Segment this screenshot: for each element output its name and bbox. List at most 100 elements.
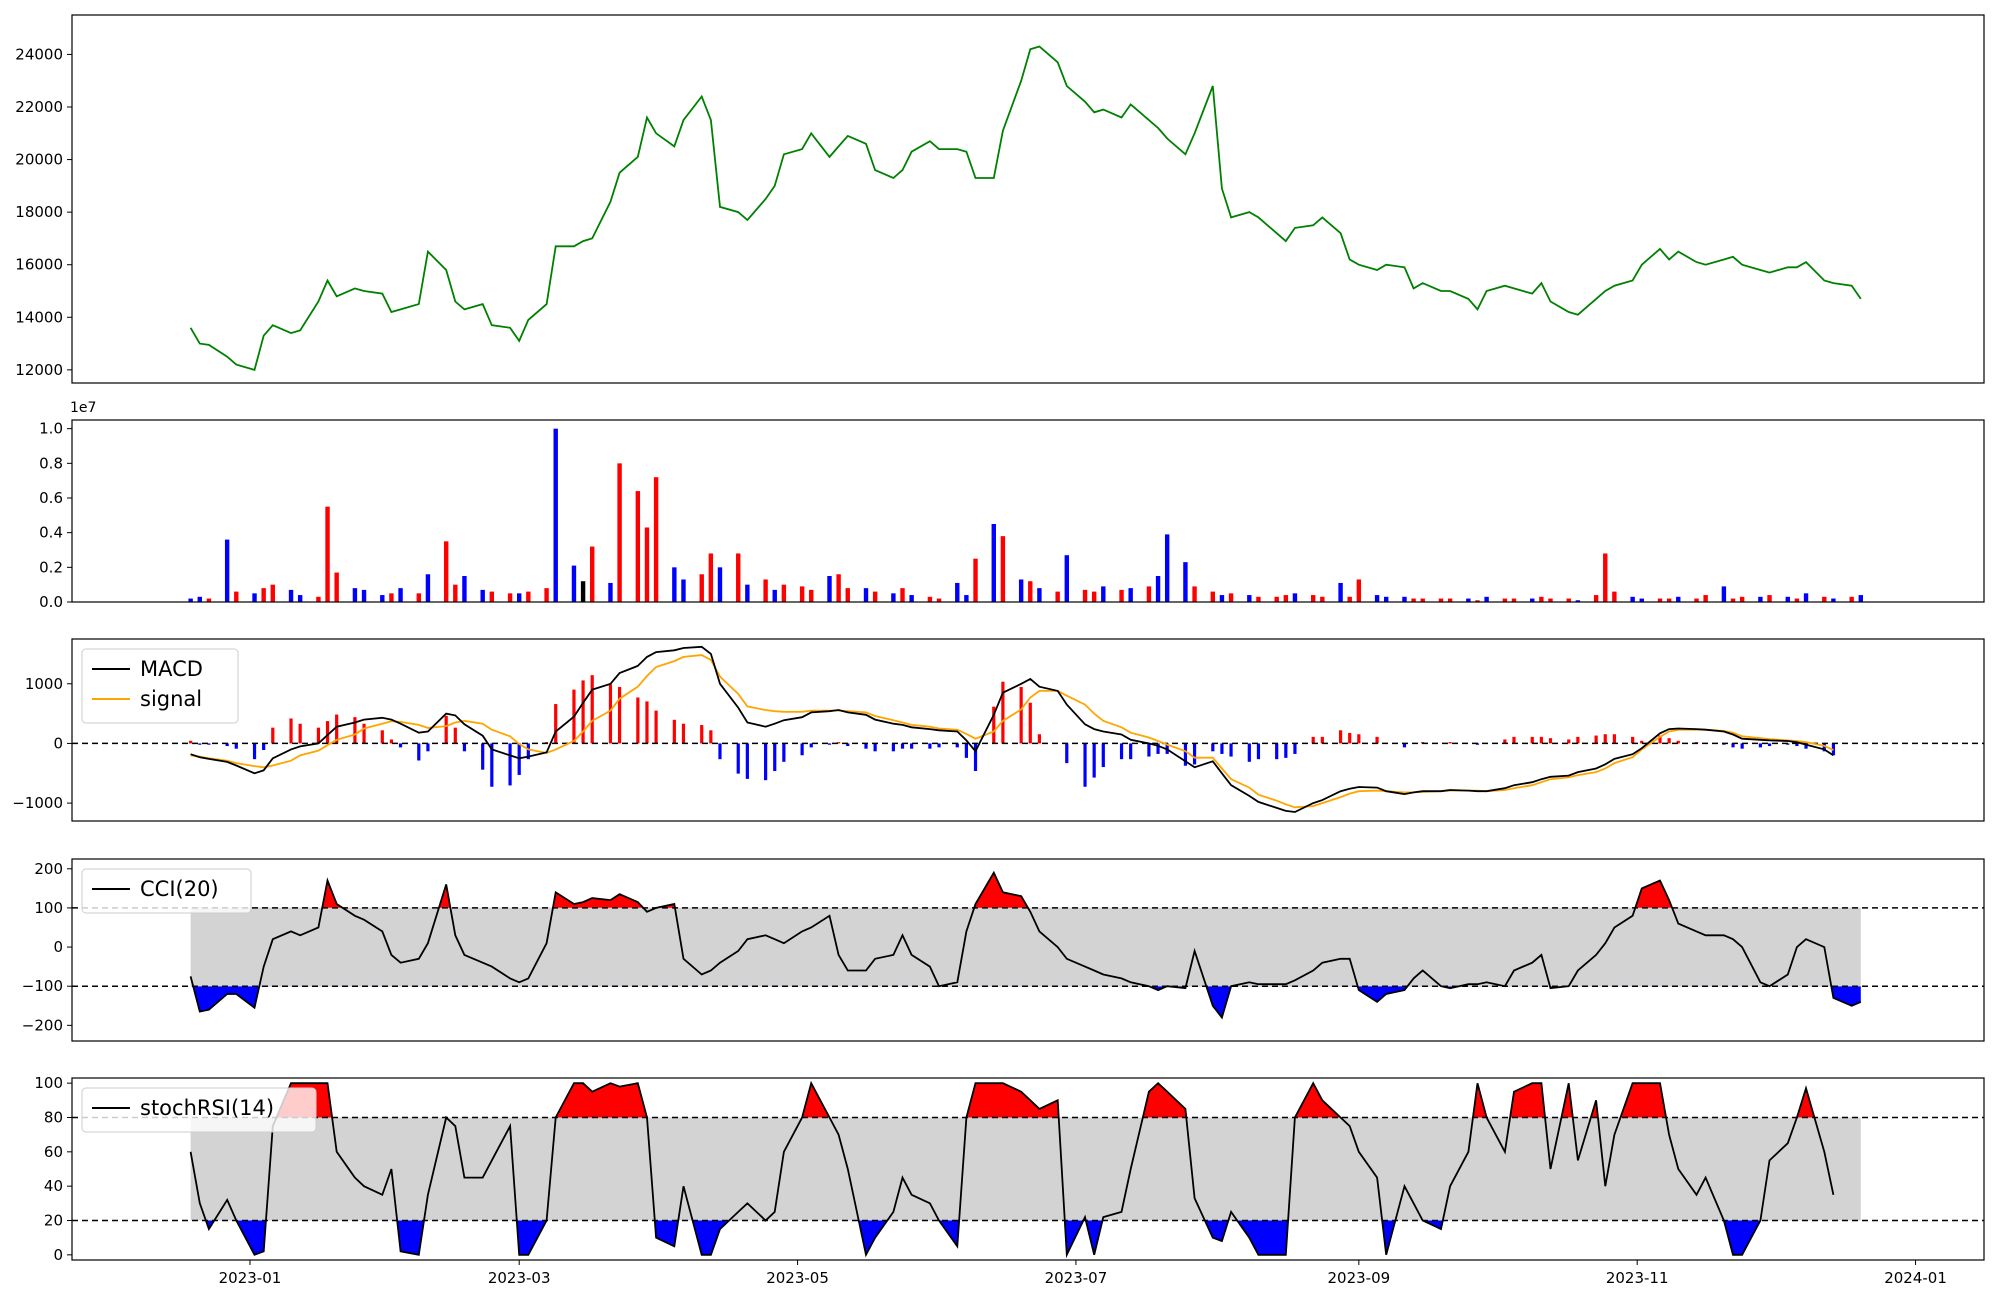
series-line-cci-20- [189, 870, 1862, 1020]
legend-box [81, 648, 239, 724]
macd-histogram-bar [654, 710, 658, 744]
volume-bar [1612, 591, 1617, 602]
volume-bar [1411, 598, 1416, 602]
y-tick-label: 20000 [15, 151, 63, 169]
volume-bar [781, 584, 787, 602]
macd-histogram-bar [462, 743, 467, 752]
y-tick-label: 100 [34, 899, 63, 917]
macd-histogram-bar [937, 743, 941, 748]
panel-2-frame [71, 419, 1985, 603]
volume-bar [900, 588, 905, 602]
series-line-macd [190, 645, 1834, 813]
macd-histogram-bar [928, 743, 932, 749]
volume-bar [571, 565, 577, 602]
macd-histogram-bar [745, 743, 749, 779]
macd-histogram-bar [198, 743, 202, 745]
macd-histogram-bar [900, 743, 905, 749]
macd-histogram-bar [773, 743, 777, 771]
macd-histogram-bar [1065, 743, 1069, 764]
volume-bar [891, 593, 896, 602]
volume-bar [1146, 586, 1152, 602]
volume-bar [489, 591, 495, 602]
macd-histogram-bar [1576, 736, 1580, 744]
macd-histogram-bar [1767, 743, 1772, 747]
macd-histogram-bar [782, 743, 786, 762]
macd-histogram-bar [398, 743, 403, 748]
macd-histogram-bar [554, 704, 558, 744]
macd-histogram-bar [964, 743, 968, 758]
y-tick-label: 0.4 [39, 524, 63, 542]
volume-bar [1794, 598, 1800, 602]
volume-bar [672, 567, 677, 602]
volume-bar [1694, 598, 1699, 602]
macd-histogram-bar [1640, 740, 1644, 744]
y-tick-label: −1000 [12, 794, 63, 812]
panel-3-frame [71, 638, 1985, 822]
volume-bar [325, 506, 330, 602]
panel-4-frame [71, 858, 1985, 1042]
volume-bar [1849, 596, 1854, 602]
volume-bar [1566, 598, 1571, 602]
volume-bar [1356, 579, 1362, 602]
volume-bar [416, 593, 422, 602]
volume-bar [1447, 598, 1453, 602]
macd-histogram-bar [225, 743, 229, 747]
macd-histogram-bar [1822, 743, 1826, 752]
macd-histogram-bar [700, 725, 704, 744]
macd-histogram-bar [1001, 681, 1005, 744]
macd-histogram-bar [1293, 743, 1297, 754]
macd-histogram-bar [417, 743, 421, 761]
volume-bar [1183, 562, 1188, 602]
macd-histogram-bar [1402, 743, 1407, 748]
volume-bar [206, 598, 212, 602]
volume-bar [1119, 589, 1124, 602]
macd-histogram-bar [910, 743, 914, 749]
macd-histogram-bar [1804, 743, 1808, 749]
volume-bar [1730, 598, 1736, 602]
macd-histogram-bar [1594, 735, 1598, 744]
volume-bar [1639, 598, 1644, 602]
macd-histogram-bar [1119, 743, 1124, 760]
y-tick-label: −200 [22, 1016, 63, 1034]
macd-histogram-bar [864, 743, 868, 749]
panel-1-frame [71, 14, 1985, 384]
volume-bar [1676, 596, 1681, 602]
volume-bar [1502, 598, 1508, 602]
volume-bar [1758, 596, 1763, 602]
volume-bar [1374, 595, 1380, 602]
macd-histogram-bar [1256, 743, 1261, 760]
volume-bar [516, 593, 522, 602]
macd-histogram-bar [1348, 732, 1352, 744]
volume-bar [827, 576, 832, 602]
macd-histogram-bar [234, 743, 238, 749]
volume-bar [1128, 588, 1133, 602]
volume-bar [1831, 598, 1836, 602]
macd-histogram-bar [955, 743, 959, 748]
volume-bar [1028, 581, 1033, 602]
macd-histogram-bar [1220, 743, 1224, 754]
y-tick-label: 40 [44, 1177, 63, 1195]
volume-bar [425, 574, 431, 602]
macd-histogram-bar [736, 743, 740, 774]
x-tick-label: 2023-01 [219, 1269, 282, 1287]
volume-bar [1018, 579, 1024, 602]
volume-bar [1347, 596, 1352, 602]
macd-histogram-bar [1740, 743, 1744, 749]
macd-histogram-bar [353, 717, 357, 744]
volume-exponent: 1e7 [70, 400, 96, 416]
macd-histogram-bar [1129, 743, 1133, 760]
volume-bar [717, 567, 723, 602]
volume-bar [1603, 553, 1608, 602]
volume-bar [1548, 598, 1553, 602]
y-tick-label: 0 [53, 938, 63, 956]
volume-bar [936, 598, 942, 602]
macd-histogram-bar [1631, 736, 1635, 744]
volume-bar [270, 584, 275, 602]
macd-histogram-bar [1019, 686, 1023, 744]
legend-box [81, 1087, 317, 1133]
volume-bar [617, 463, 622, 602]
macd-histogram-bar [189, 740, 193, 744]
volume-bar [1384, 596, 1389, 602]
x-tick-label: 2024-01 [1884, 1269, 1947, 1287]
